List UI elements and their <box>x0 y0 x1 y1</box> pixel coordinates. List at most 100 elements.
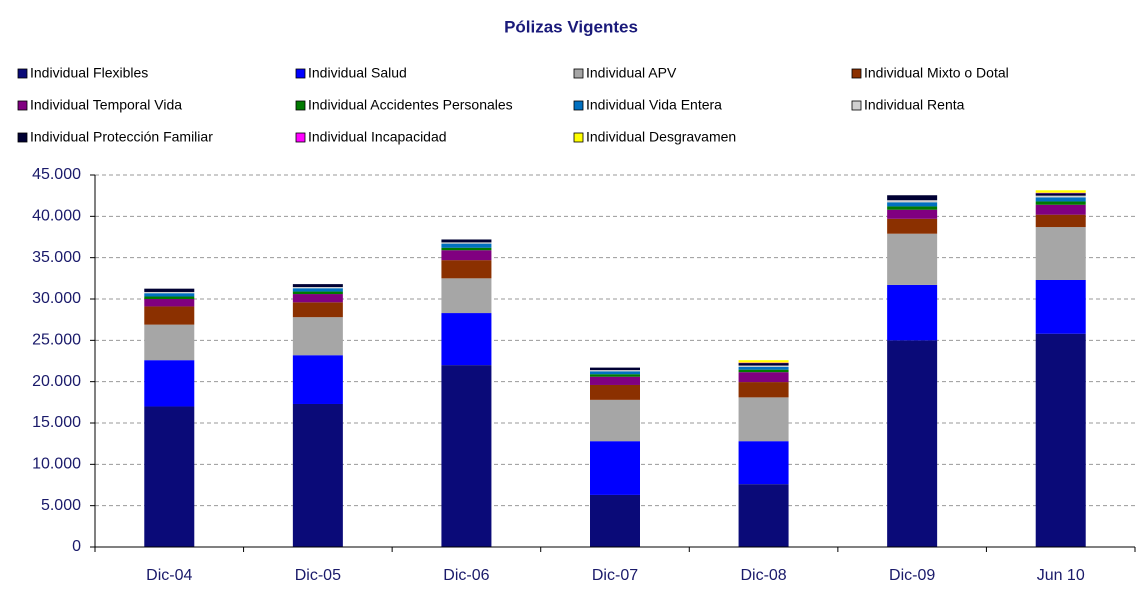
bar-segment <box>887 202 938 207</box>
chart-title: Pólizas Vigentes <box>504 17 638 36</box>
legend-label: Individual Vida Entera <box>586 97 722 113</box>
bar-segment <box>738 365 789 367</box>
legend-swatch <box>295 132 306 143</box>
legend-swatch <box>17 100 28 111</box>
legend-label: Individual Salud <box>308 65 407 81</box>
bar-segment <box>144 293 195 297</box>
y-tick-label: 35.000 <box>32 249 81 266</box>
bar-segment <box>441 365 492 547</box>
bar-segment <box>887 195 938 201</box>
y-tick-label: 0 <box>72 538 81 555</box>
bar-segment <box>887 209 938 219</box>
bar-segment <box>1035 190 1086 193</box>
legend-label: Individual Incapacidad <box>308 129 447 145</box>
bar-segment <box>1035 333 1086 547</box>
legend-swatch <box>573 132 584 143</box>
y-tick-label: 5.000 <box>41 497 81 514</box>
bar-segment <box>292 288 343 292</box>
bar-segment <box>292 284 343 288</box>
x-tick-label: Dic-07 <box>592 567 638 584</box>
bar-segment <box>590 441 640 495</box>
y-tick-label: 20.000 <box>32 373 81 390</box>
y-tick-label: 10.000 <box>32 456 81 473</box>
bar-segment <box>738 441 789 485</box>
legend-swatch <box>573 68 584 79</box>
bar-segment <box>144 299 195 307</box>
bar-segment <box>738 363 789 366</box>
bar-segment <box>441 242 492 244</box>
bar-segment <box>441 239 492 243</box>
bar-segment <box>1035 197 1086 202</box>
legend-label: Individual Desgravamen <box>586 129 736 145</box>
bar-segment <box>738 360 789 363</box>
bar-segment <box>887 218 938 234</box>
legend-label: Individual APV <box>586 65 677 81</box>
bar-segment <box>590 376 640 385</box>
legend-swatch <box>295 68 306 79</box>
bar-segment <box>590 494 640 547</box>
bar-segment <box>292 287 343 289</box>
bar-segment <box>292 403 343 547</box>
bar-segment <box>887 284 938 341</box>
legend-swatch <box>17 132 28 143</box>
bar-segment <box>441 243 492 248</box>
bar-segment <box>590 374 640 377</box>
bar-segment <box>1035 204 1086 215</box>
x-tick-label: Dic-08 <box>740 567 786 584</box>
x-tick-label: Jun 10 <box>1037 567 1085 584</box>
legend-label: Individual Accidentes Personales <box>308 97 513 113</box>
bar-segment <box>887 200 938 203</box>
legend-label: Individual Mixto o Dotal <box>864 65 1009 81</box>
bar-segment <box>144 306 195 325</box>
legend-swatch <box>573 100 584 111</box>
bar-segment <box>738 366 789 370</box>
bar-segment <box>738 372 789 383</box>
bar-segment <box>738 484 789 547</box>
bar-segment <box>1035 279 1086 334</box>
legend-label: Individual Temporal Vida <box>30 97 182 113</box>
bar-segment <box>590 370 640 372</box>
y-tick-label: 40.000 <box>32 208 81 225</box>
bar-segment <box>1035 195 1086 198</box>
bar-segment <box>441 313 492 366</box>
bar-segment <box>292 317 343 356</box>
bar-segment <box>292 294 343 303</box>
bar-segment <box>590 384 640 400</box>
bar-segment <box>590 371 640 375</box>
x-tick-label: Dic-06 <box>443 567 489 584</box>
bar-segment <box>441 247 492 251</box>
bar-segment <box>887 340 938 547</box>
bar-segment <box>441 260 492 279</box>
bar-segment <box>590 367 640 371</box>
y-tick-label: 25.000 <box>32 332 81 349</box>
x-tick-label: Dic-04 <box>146 567 192 584</box>
legend-swatch <box>851 68 862 79</box>
bar-segment <box>590 399 640 442</box>
legend-swatch <box>17 68 28 79</box>
bar-segment <box>441 278 492 314</box>
bar-segment <box>144 360 195 407</box>
bar-segment <box>738 382 789 398</box>
y-tick-label: 45.000 <box>32 166 81 183</box>
bar-segment <box>1035 193 1086 196</box>
bar-segment <box>144 324 195 361</box>
y-tick-label: 30.000 <box>32 290 81 307</box>
bar-segment <box>144 291 195 294</box>
legend-label: Individual Protección Familiar <box>30 129 213 145</box>
legend-label: Individual Flexibles <box>30 65 148 81</box>
bar-segment <box>738 369 789 373</box>
y-tick-label: 15.000 <box>32 414 81 431</box>
x-tick-label: Dic-05 <box>295 567 341 584</box>
bar-segment <box>1035 214 1086 228</box>
bar-segment <box>144 296 195 299</box>
legend-swatch <box>851 100 862 111</box>
bar-segment <box>887 206 938 210</box>
bar-segment <box>1035 201 1086 205</box>
bar-segment <box>1035 227 1086 280</box>
legend-swatch <box>295 100 306 111</box>
bar-segment <box>738 397 789 442</box>
bar-segment <box>292 291 343 295</box>
legend-label: Individual Renta <box>864 97 965 113</box>
bar-segment <box>887 233 938 285</box>
